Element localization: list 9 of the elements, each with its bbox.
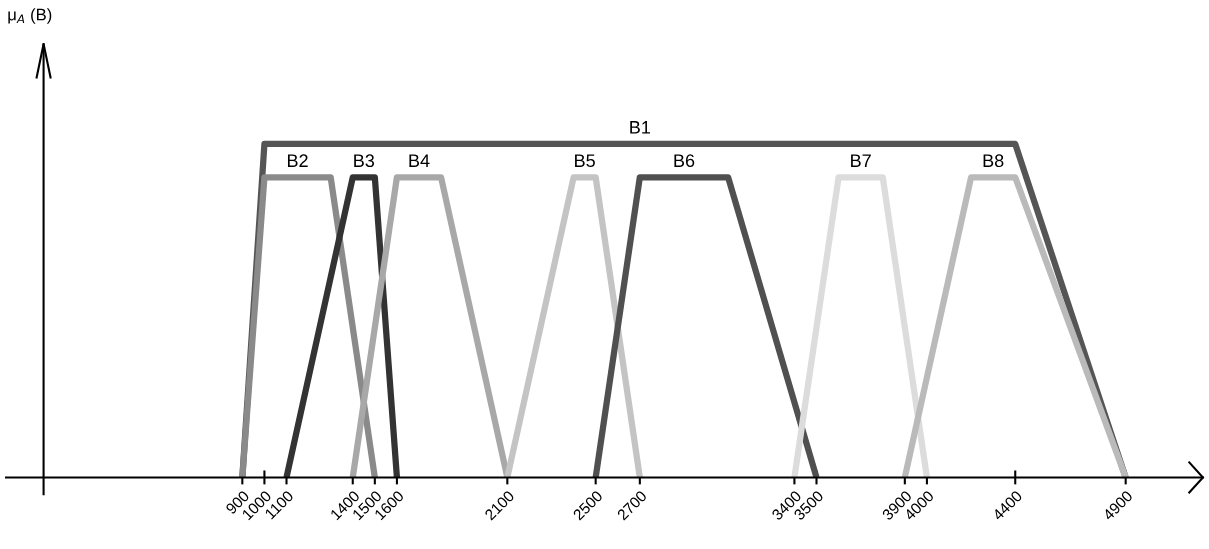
series-label: B5: [575, 154, 595, 168]
series-label: B7: [851, 154, 871, 167]
series-label: B2: [287, 154, 308, 167]
series-label: B3: [354, 154, 375, 168]
series-label: B6: [674, 154, 695, 168]
series-label: B1: [630, 121, 650, 134]
text: μ$_{A}$ (B): [8, 8, 52, 24]
series-label: B8: [983, 154, 1004, 168]
series-label: B4: [409, 154, 430, 167]
